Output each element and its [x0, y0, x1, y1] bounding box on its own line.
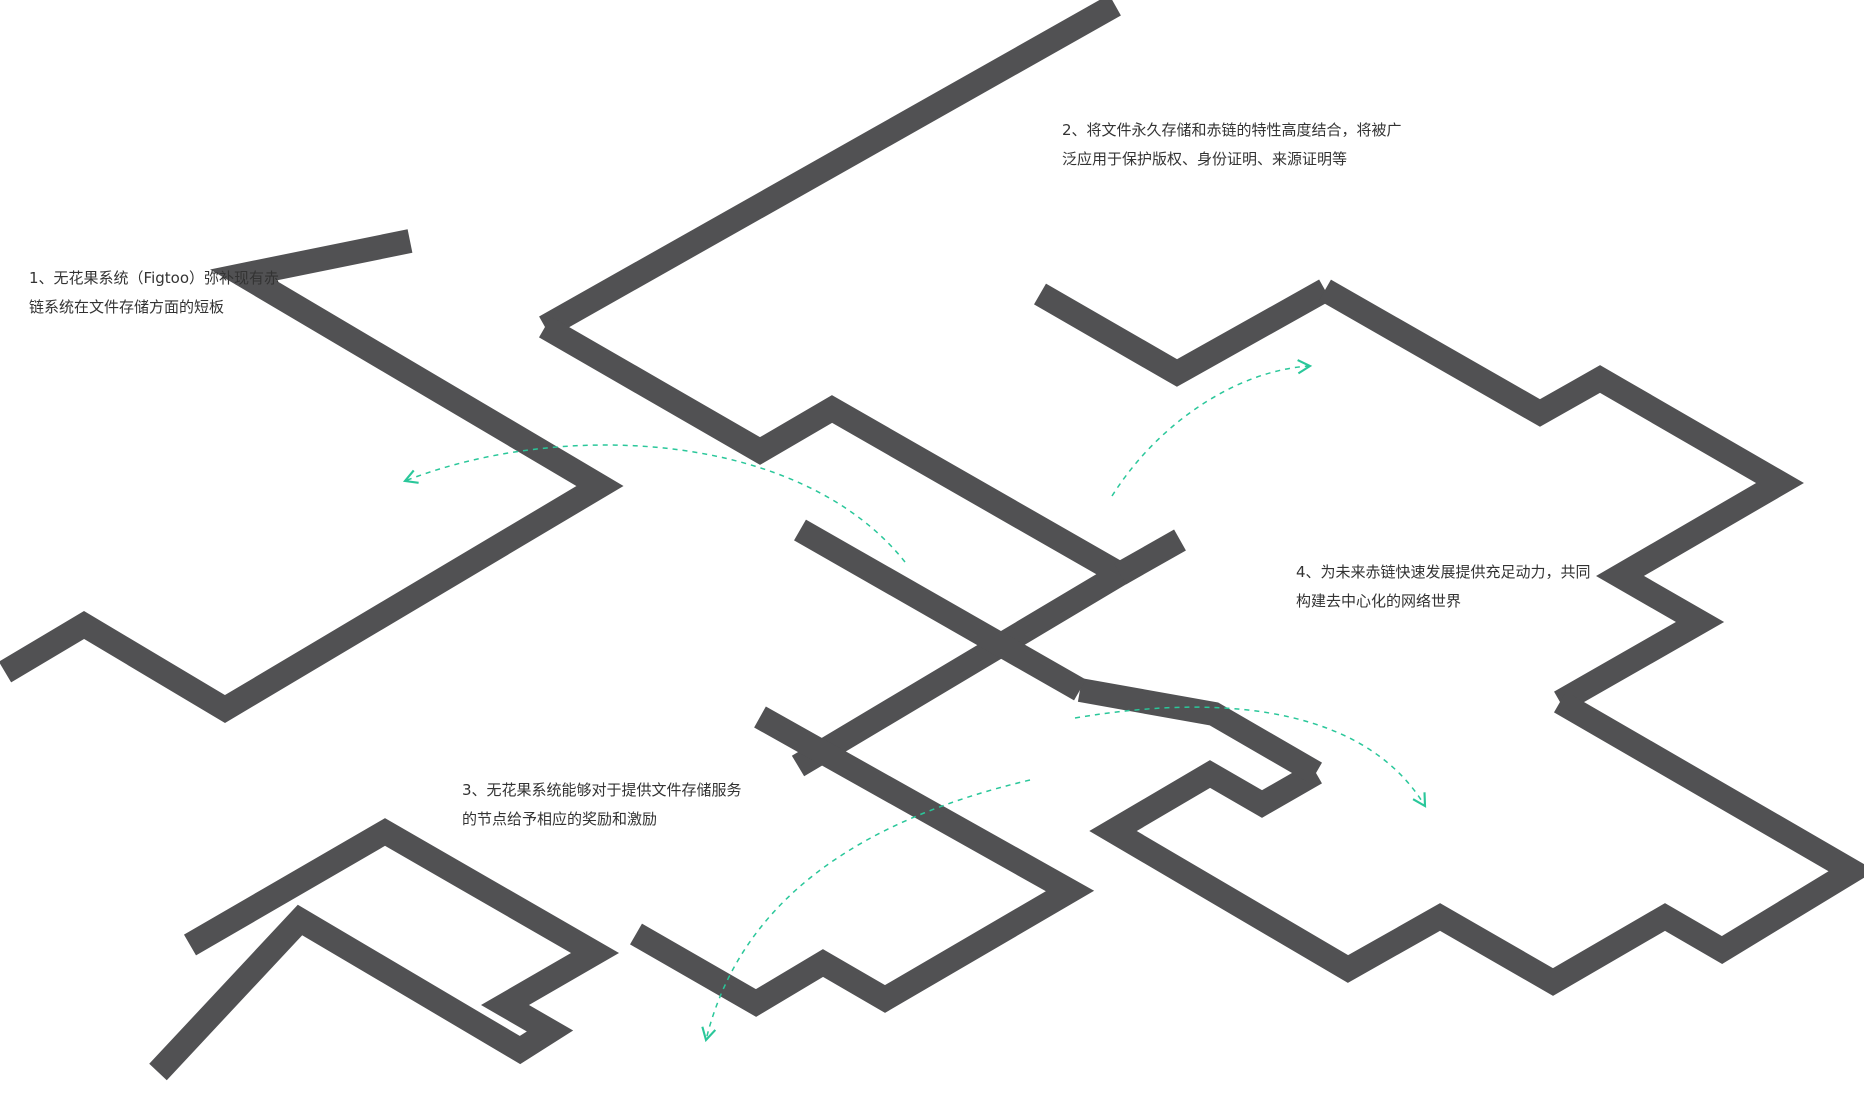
caption-1-line-2: 链系统在文件存储方面的短板	[29, 298, 225, 316]
track-segment	[794, 519, 1086, 701]
track-segment	[1089, 691, 1864, 996]
track-segment	[1319, 279, 1804, 713]
caption-4-line-2: 构建去中心化的网络世界	[1296, 592, 1462, 610]
caption-2-line-1: 2、将文件永久存储和赤链的特性高度结合，将被广	[1062, 121, 1402, 139]
caption-1: 1、无花果系统（Figtoo）弥补现有赤 链系统在文件存储方面的短板	[29, 264, 279, 322]
arrow-hub-to-node-2	[1111, 359, 1313, 497]
track-segment	[1114, 529, 1186, 585]
connection-arrows	[402, 359, 1427, 1043]
track-segment	[630, 706, 1095, 1017]
caption-3-line-2: 的节点给予相应的奖励和激励	[462, 810, 658, 828]
caption-3: 3、无花果系统能够对于提供文件存储服务 的节点给予相应的奖励和激励	[462, 776, 742, 834]
caption-2: 2、将文件永久存储和赤链的特性高度结合，将被广 泛应用于保护版权、身份证明、来源…	[1062, 116, 1402, 174]
caption-4: 4、为未来赤链快速发展提供充足动力，共同 构建去中心化的网络世界	[1296, 558, 1591, 616]
track-segment	[1077, 678, 1323, 784]
caption-1-line-1: 1、无花果系统（Figtoo）弥补现有赤	[29, 269, 280, 287]
track-segment	[149, 818, 620, 1081]
arrow-hub-to-node-3	[701, 779, 1031, 1043]
track-segment	[539, 0, 1121, 338]
caption-2-line-2: 泛应用于保护版权、身份证明、来源证明等	[1062, 150, 1348, 168]
arrow-hub-to-node-4	[1074, 706, 1427, 808]
arrow-hub-to-node-1	[402, 444, 906, 563]
track-segment	[0, 229, 624, 723]
track-segment	[1034, 279, 1331, 387]
caption-3-line-1: 3、无花果系统能够对于提供文件存储服务	[462, 781, 742, 799]
caption-4-line-1: 4、为未来赤链快速发展提供充足动力，共同	[1296, 563, 1591, 581]
